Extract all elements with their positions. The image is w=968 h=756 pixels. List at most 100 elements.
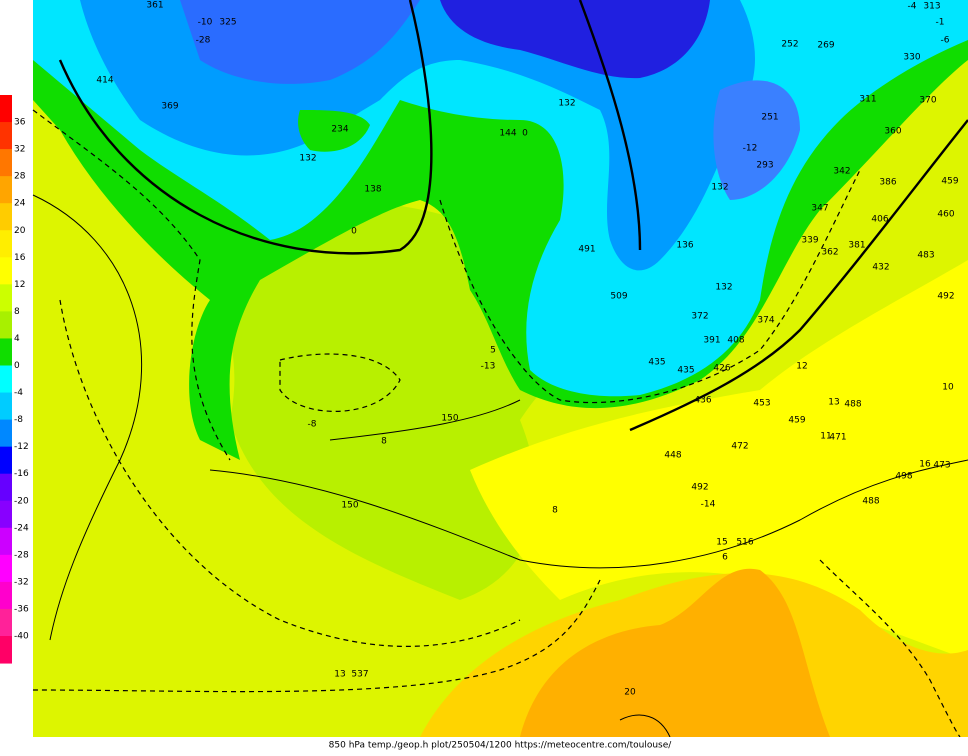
contour-label: 459	[941, 177, 958, 187]
contour-label: 473	[933, 461, 950, 471]
colorbar-band	[0, 338, 12, 366]
contour-label: 408	[727, 336, 744, 346]
contour-label: 293	[756, 161, 773, 171]
contour-label: 15	[716, 538, 727, 548]
contour-label: 252	[781, 40, 798, 50]
contour-label: 436	[694, 396, 711, 406]
colorbar-band	[0, 176, 12, 204]
colorbar-label: -24	[14, 523, 29, 533]
contour-label: 0	[522, 129, 528, 139]
contour	[209, 459, 968, 569]
contour-label: 509	[610, 292, 627, 302]
colorbar-label: 4	[14, 334, 20, 344]
colorbar-label: -32	[14, 577, 29, 587]
contour-label: 361	[146, 1, 163, 11]
contour-label: 372	[691, 312, 708, 322]
contour-label: 136	[676, 241, 693, 251]
colorbar-band	[0, 419, 12, 448]
colorbar-band	[0, 95, 12, 123]
contour-thick	[578, 0, 642, 251]
contour-label: 132	[558, 99, 575, 109]
contour-label: 435	[648, 358, 665, 368]
contour-dashed	[279, 353, 401, 412]
contour-label: 5	[490, 346, 496, 356]
contour-label: 144	[499, 129, 516, 139]
contour-label: 471	[829, 433, 846, 443]
colorbar-label: 36	[14, 118, 26, 128]
contour-label: 537	[351, 670, 368, 680]
map-labels: 313 -4 -1 -6 269 252 330 311 370 360 342 386 459 406 4…	[96, 1, 958, 698]
contour-label: 381	[848, 241, 865, 251]
contour-label: -28	[196, 36, 211, 46]
contour-label: 483	[917, 251, 934, 261]
colorbar-label: -36	[14, 604, 29, 614]
contour-label: 391	[703, 336, 720, 346]
contour-dashed	[32, 579, 601, 693]
colorbar-label: -20	[14, 496, 29, 506]
colorbar-label: -12	[14, 442, 29, 452]
contour-dashed	[439, 169, 861, 404]
region-m12	[440, 0, 710, 79]
contour	[32, 194, 142, 641]
contour-label: 459	[788, 416, 805, 426]
contour-label: 150	[341, 501, 358, 511]
contour-label: 138	[364, 185, 381, 195]
colorbar-band	[0, 257, 12, 285]
contour-label: 406	[871, 215, 888, 225]
contour-label: 448	[664, 451, 681, 461]
contour-label: 453	[753, 399, 770, 409]
colorbar-label: 16	[14, 253, 26, 263]
contour-label: -6	[941, 36, 950, 46]
colorbar-label: -4	[14, 388, 23, 398]
contour-label: 311	[859, 95, 876, 105]
contour-label: -14	[701, 500, 716, 510]
contour-label: 386	[879, 178, 896, 188]
contour-label: -10	[198, 18, 213, 28]
colorbar-band	[0, 230, 12, 258]
colorbar-label: -28	[14, 550, 29, 560]
colorbar-band	[0, 636, 12, 664]
map	[32, 0, 968, 738]
contour-label: -12	[743, 144, 758, 154]
contour-label: 360	[884, 127, 901, 137]
contour-label: 347	[811, 204, 828, 214]
contour-label: 234	[331, 125, 348, 135]
colorbar-label: -16	[14, 469, 29, 479]
contour-label: 269	[817, 41, 834, 51]
contour-label: 132	[715, 283, 732, 293]
colorbar: 36 32 28 24 20 16 12 8 4 0 -4 -8 -12 -16 -20 -24 -28 -32 -…	[0, 95, 29, 664]
contour-label: 414	[96, 76, 113, 86]
contour-label: -8	[308, 420, 317, 430]
contour-label: 370	[919, 96, 936, 106]
contour-label: 13	[828, 398, 839, 408]
contour-label: 488	[844, 400, 861, 410]
colorbar-label: 0	[14, 361, 20, 371]
contour-label: 369	[161, 102, 178, 112]
contour-label: 498	[895, 472, 912, 482]
contour-label: 342	[833, 167, 850, 177]
contour-label: 10	[942, 383, 954, 393]
colorbar-band	[0, 500, 12, 529]
colorbar-label: 8	[14, 307, 20, 317]
contour-label: 432	[872, 263, 889, 273]
contour-label: 488	[862, 497, 879, 507]
contour-label: 339	[801, 236, 818, 246]
colorbar-band	[0, 122, 12, 150]
contour-label: 426	[713, 364, 730, 374]
contour-label: 132	[711, 183, 728, 193]
region-16	[470, 260, 968, 660]
colorbar-band	[0, 554, 12, 583]
colorbar-band	[0, 392, 12, 421]
colorbar-band	[0, 608, 12, 637]
colorbar-label: 20	[14, 226, 26, 236]
contour-label: 435	[677, 366, 694, 376]
region-24	[520, 568, 830, 737]
contour-label: 491	[578, 245, 595, 255]
greenland-patch	[298, 110, 370, 152]
contour-label: 8	[381, 437, 387, 447]
contour-label: 11	[820, 432, 831, 442]
contour-thick	[629, 119, 968, 432]
contour-label: 20	[624, 688, 636, 698]
region-m8	[180, 0, 420, 84]
